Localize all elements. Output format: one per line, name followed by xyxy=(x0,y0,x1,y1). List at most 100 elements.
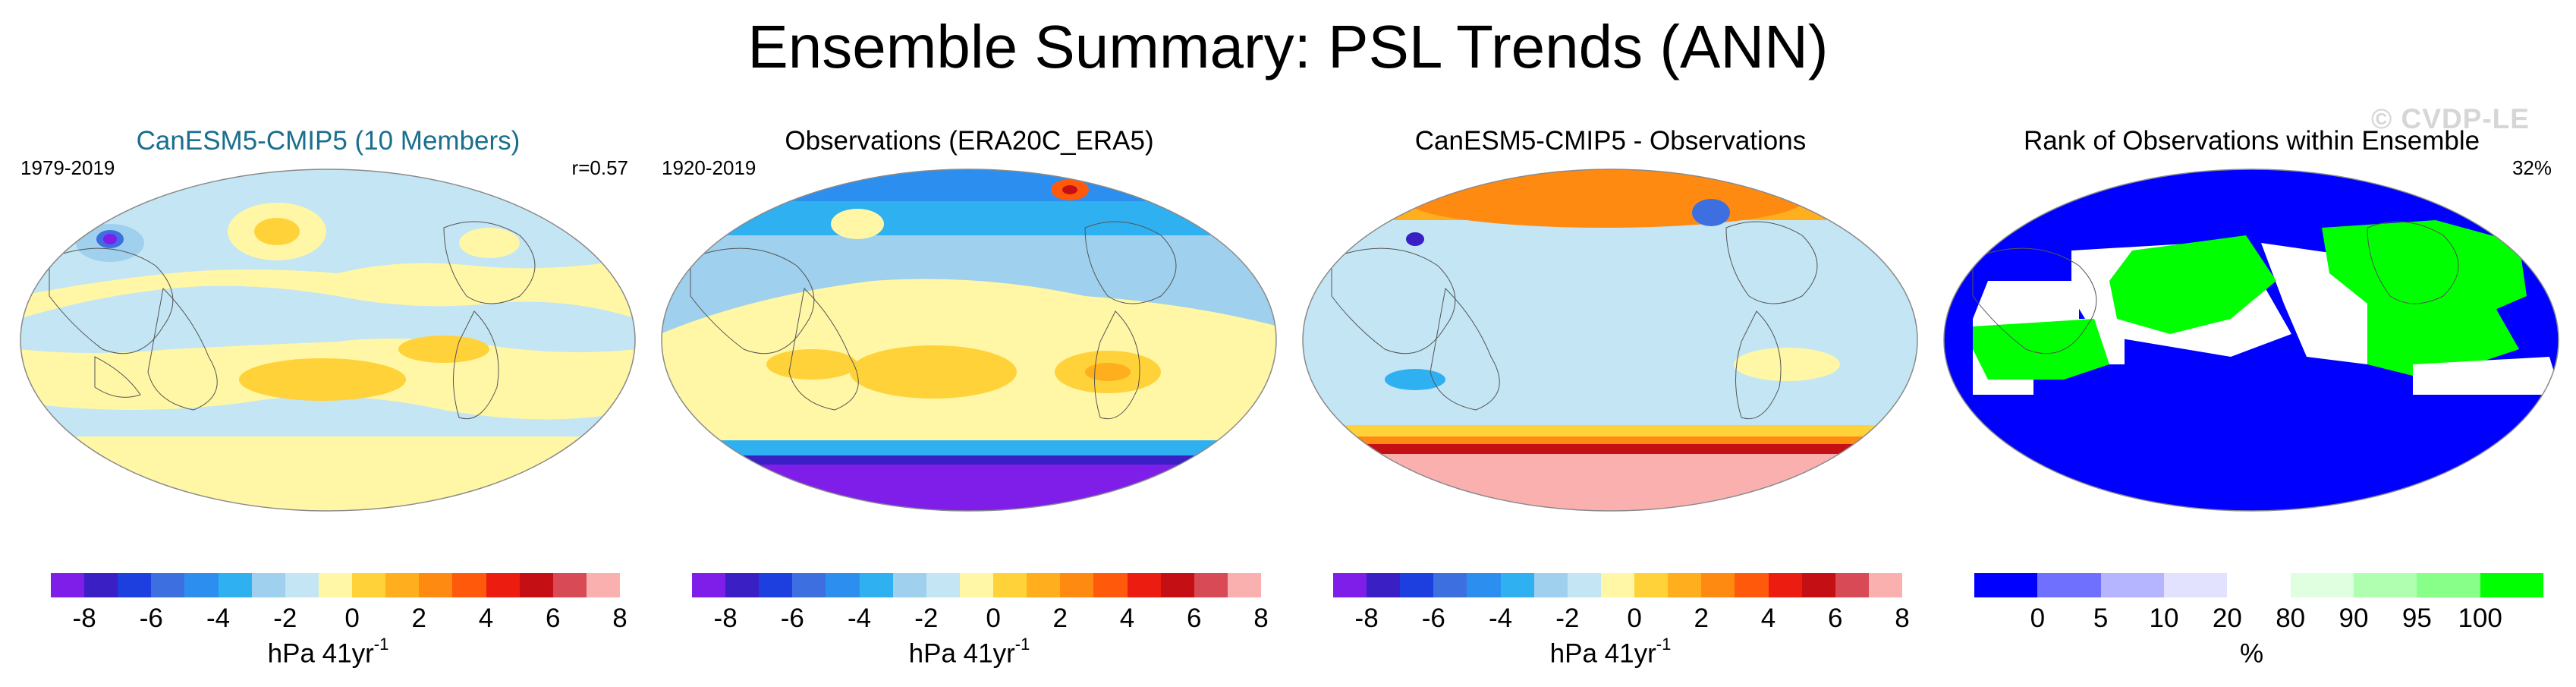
colorbar-tick-label: 0 xyxy=(2030,603,2046,633)
colorbar-box xyxy=(285,573,319,597)
contour-field xyxy=(1406,232,1424,246)
colorbar-box xyxy=(1533,573,1568,597)
rank-field xyxy=(2322,395,2549,418)
colorbar-box xyxy=(1735,573,1769,597)
colorbar-unit: hPa 41yr-1 xyxy=(1549,635,1672,669)
contour-field xyxy=(1692,199,1730,226)
contour-field xyxy=(20,258,635,319)
colorbar-box xyxy=(385,573,420,597)
contour-field xyxy=(662,465,1276,511)
contour-field xyxy=(1062,185,1077,194)
colorbar-tick-label: 95 xyxy=(2401,603,2432,633)
contour-field xyxy=(850,345,1017,399)
colorbar-box xyxy=(2354,573,2417,597)
colorbar-box xyxy=(1835,573,1870,597)
map-ensemble-mean xyxy=(20,169,636,512)
coastline xyxy=(788,287,859,411)
colorbar-tick-label: 8 xyxy=(612,603,627,633)
panel-title: CanESM5-CMIP5 - Observations xyxy=(1414,126,1807,156)
colorbar-box xyxy=(586,573,621,597)
colorbar-box xyxy=(1634,573,1669,597)
colorbar-box xyxy=(993,573,1027,597)
contour-field xyxy=(20,436,635,511)
colorbar-tick-label: 6 xyxy=(1828,603,1843,633)
colorbar-box xyxy=(1768,573,1803,597)
colorbar-tick-label: 80 xyxy=(2276,603,2306,633)
colorbar-tick-label: -6 xyxy=(780,603,804,633)
colorbar-box xyxy=(1400,573,1434,597)
colorbar-box xyxy=(2290,573,2354,597)
map-observations xyxy=(661,169,1277,512)
coastline xyxy=(1084,221,1177,304)
coastline xyxy=(2367,221,2459,304)
coastline xyxy=(1430,287,1500,411)
colorbar-tick-label: -2 xyxy=(1555,603,1580,633)
contour-field xyxy=(1734,348,1840,381)
rank-field xyxy=(2109,235,2276,334)
correlation-label: r=0.57 xyxy=(571,156,628,179)
colorbar-tick-label: 8 xyxy=(1895,603,1910,633)
colorbar-tick-label: -2 xyxy=(914,603,939,633)
panel-title: Rank of Observations within Ensemble xyxy=(2023,126,2480,156)
contour-field xyxy=(662,169,1276,201)
colorbar-box xyxy=(352,573,386,597)
colorbar-box xyxy=(1600,573,1635,597)
colorbar-box xyxy=(1801,573,1836,597)
contour-field xyxy=(103,234,117,244)
coastline xyxy=(1094,310,1140,419)
colorbar-tick-label: 4 xyxy=(1760,603,1776,633)
contour-field xyxy=(831,209,884,239)
map-outline xyxy=(1943,169,2559,512)
colorbar-tick-label: -6 xyxy=(1421,603,1445,633)
contour-field xyxy=(1085,363,1131,381)
colorbar-box xyxy=(318,573,353,597)
colorbar-box xyxy=(1160,573,1195,597)
colorbar-tick-label: -2 xyxy=(273,603,297,633)
colorbar-tick-label: 20 xyxy=(2212,603,2242,633)
contour-field xyxy=(459,228,520,258)
coastline xyxy=(1735,310,1782,419)
colorbar-box xyxy=(1333,573,1367,597)
figure-title: Ensemble Summary: PSL Trends (ANN) xyxy=(747,13,1829,80)
colorbar-box xyxy=(959,573,994,597)
contour-field xyxy=(1408,175,1802,228)
colorbar-box xyxy=(452,573,487,597)
colorbar-unit: hPa 41yr-1 xyxy=(267,635,389,669)
colorbar-box xyxy=(1868,573,1903,597)
rank-summary-label: 32% xyxy=(2512,156,2552,179)
colorbar-box xyxy=(692,573,726,597)
panel-difference: CanESM5-CMIP5 - Observations hPa 41yr-1 … xyxy=(1294,114,1927,669)
colorbar-box xyxy=(51,573,85,597)
colorbar-unit: % xyxy=(2239,638,2264,669)
colorbar-box xyxy=(151,573,185,597)
panel-rank: Rank of Observations within Ensemble 32%… xyxy=(1935,114,2568,669)
colorbar-box xyxy=(118,573,152,597)
colorbar-box xyxy=(2037,573,2102,597)
rank-field xyxy=(2367,296,2519,380)
colorbar-box xyxy=(2164,573,2228,597)
rank-field xyxy=(2322,220,2527,319)
coastline xyxy=(1972,247,2097,355)
colorbar-box xyxy=(1567,573,1602,597)
map-outline xyxy=(661,169,1277,512)
contour-field xyxy=(1303,454,1917,511)
colorbar-tick-label: -6 xyxy=(139,603,163,633)
colorbar-tick-label: 2 xyxy=(411,603,427,633)
colorbar-box xyxy=(759,573,793,597)
colorbar-box xyxy=(892,573,927,597)
map-rank xyxy=(1943,169,2559,512)
colorbar-tick-label: -4 xyxy=(1489,603,1513,633)
colorbar-tick-label: 0 xyxy=(344,603,360,633)
coastline xyxy=(147,287,218,411)
panel-title: CanESM5-CMIP5 (10 Members) xyxy=(136,126,521,156)
colorbar-box xyxy=(725,573,760,597)
period-label: 1979-2019 xyxy=(20,156,115,179)
coastline xyxy=(443,221,536,304)
map-difference xyxy=(1302,169,1918,512)
colorbar xyxy=(1974,573,2544,597)
colorbar-box xyxy=(859,573,894,597)
coastline xyxy=(1725,221,1818,304)
colorbar-tick-label: 0 xyxy=(986,603,1001,633)
colorbar xyxy=(692,573,1262,597)
contour-field xyxy=(398,336,489,363)
